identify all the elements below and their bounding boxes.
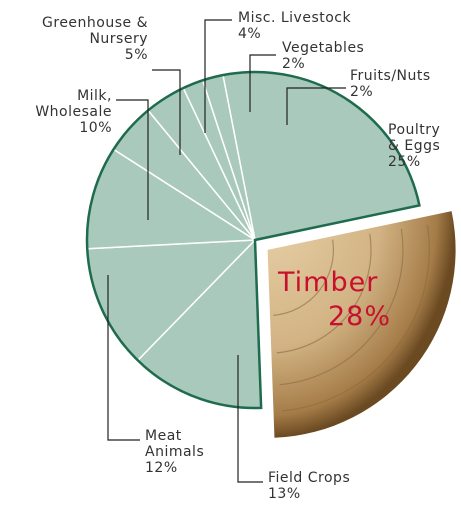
category-label: Meat Animals [145,428,205,460]
leader-line [204,19,232,133]
category-label: Poultry & Eggs [388,122,441,154]
leader-line [116,99,149,220]
value-label: 5% [124,47,148,63]
wood-ring [273,239,334,316]
value-label: 2% [282,56,306,72]
leader-line [107,275,140,441]
wood-ring [276,233,372,354]
category-label: Fruits/Nuts [350,68,431,84]
category-label: Misc. Livestock [238,10,352,26]
value-label: 10% [79,120,112,136]
slice-label: Greenhouse & Nursery 5% [42,15,148,63]
highlight-value: 28% [328,301,392,332]
slice-label: Field Crops 13% [268,470,350,502]
value-label: 13% [268,486,301,502]
category-label: Field Crops [268,470,351,486]
slice-label: Fruits/Nuts 2% [350,68,431,100]
value-label: 12% [145,460,178,476]
category-label: Milk, Wholesale [35,88,112,120]
slice-label: Misc. Livestock 4% [238,10,351,42]
value-label: 25% [388,154,421,170]
wood-ring [281,224,430,412]
highlight-label: Timber [278,267,379,298]
pie-border [85,70,421,410]
slice-label: Poultry & Eggs 25% [388,122,440,170]
value-label: 2% [350,84,374,100]
leader-line [152,69,181,155]
leader-line [286,87,346,125]
slice-label: Vegetables 2% [282,40,364,72]
category-label: Greenhouse & Nursery [42,15,148,47]
category-label: Vegetables [282,40,365,56]
slice-label: Meat Animals 12% [145,428,204,476]
slice-label: Milk, Wholesale 10% [35,88,112,136]
leader-line [249,54,276,112]
value-label: 4% [238,26,262,42]
exploded-slice [267,211,456,438]
leader-line [237,355,263,483]
wood-ring [279,228,404,386]
